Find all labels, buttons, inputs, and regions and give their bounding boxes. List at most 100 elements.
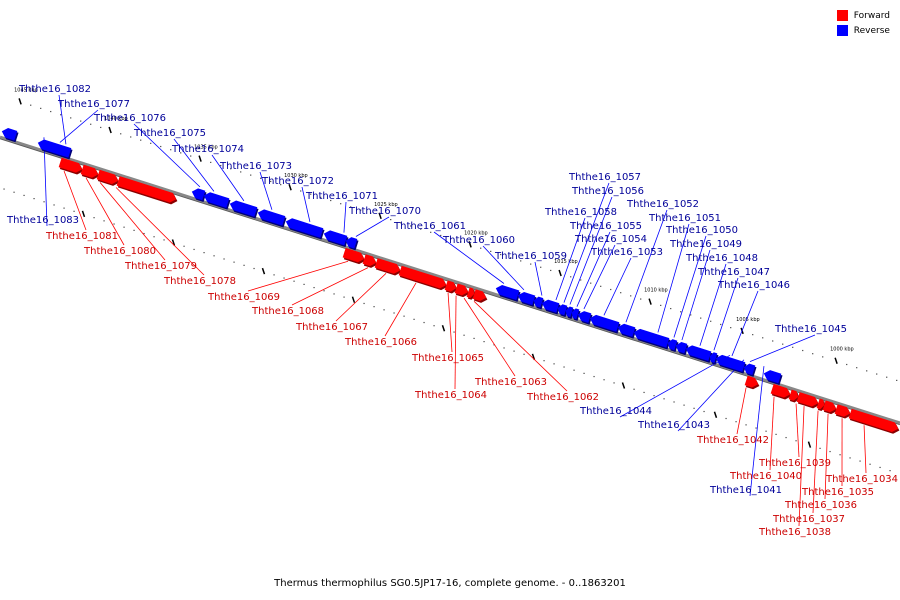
leader-ththe16-1083 <box>43 137 48 227</box>
gene-ththe16-1036[interactable] <box>822 400 838 415</box>
gene-label-ththe16-1041[interactable]: Ththe16_1041 <box>709 485 782 496</box>
gene-ththe16-1066[interactable] <box>398 265 448 291</box>
gene-ththe16-1048[interactable] <box>685 345 713 363</box>
gene-label-ththe16-1066[interactable]: Ththe16_1066 <box>344 337 417 348</box>
gene-label-ththe16-1035[interactable]: Ththe16_1035 <box>801 487 874 498</box>
gene-ththe16-1075[interactable] <box>203 192 231 210</box>
gene-ththe16-1060[interactable] <box>517 292 537 307</box>
gene-ththe16-1038[interactable] <box>796 392 820 409</box>
gene-ththe16-1069[interactable] <box>342 247 366 265</box>
gene-label-ththe16-1043[interactable]: Ththe16_1043 <box>637 420 710 431</box>
gene-label-ththe16-1083[interactable]: Ththe16_1083 <box>6 215 79 226</box>
gene-ththe16-1052[interactable] <box>617 323 637 339</box>
gene-label-ththe16-1050[interactable]: Ththe16_1050 <box>665 225 738 236</box>
gene-label-ththe16-1058[interactable]: Ththe16_1058 <box>544 207 617 218</box>
gene-ththe16-1072[interactable] <box>285 218 325 240</box>
gene-ththe16-1062[interactable] <box>472 289 488 303</box>
gene-label-ththe16-1075[interactable]: Ththe16_1075 <box>133 128 206 139</box>
gene-label-ththe16-1055[interactable]: Ththe16_1055 <box>569 221 642 232</box>
gene-ththe16-1064[interactable] <box>454 283 470 298</box>
gene-label-ththe16-1056[interactable]: Ththe16_1056 <box>571 186 644 197</box>
gene-ththe16-1076[interactable] <box>191 188 207 203</box>
gene-ththe16-1074[interactable] <box>229 200 259 219</box>
gene-ththe16-1081[interactable] <box>58 157 84 175</box>
gene-ththe16-1058[interactable] <box>541 299 561 315</box>
gene-label-ththe16-1054[interactable]: Ththe16_1054 <box>574 234 647 245</box>
gene-label-ththe16-1076[interactable]: Ththe16_1076 <box>93 113 166 124</box>
gene-label-ththe16-1073[interactable]: Ththe16_1073 <box>219 161 292 172</box>
gene-label-ththe16-1057[interactable]: Ththe16_1057 <box>568 172 641 183</box>
gene-ththe16-1053[interactable] <box>589 314 621 334</box>
gene-label-ththe16-1053[interactable]: Ththe16_1053 <box>590 247 663 258</box>
gene-label-ththe16-1078[interactable]: Ththe16_1078 <box>163 276 236 287</box>
gene-label-ththe16-1080[interactable]: Ththe16_1080 <box>83 246 156 257</box>
gene-ththe16-1078[interactable] <box>116 176 178 205</box>
gene-label-ththe16-1077[interactable]: Ththe16_1077 <box>57 99 130 110</box>
gene-labels: Ththe16_1083 Ththe16_1082 Ththe16_1081 Thth… <box>6 84 898 538</box>
gene-ththe16-1046[interactable] <box>715 354 747 374</box>
gene-label-ththe16-1037[interactable]: Ththe16_1037 <box>772 514 845 525</box>
leader-ththe16-1036 <box>824 413 829 500</box>
tick-1020: 1020 kbp <box>441 230 552 355</box>
gene-label-ththe16-1045[interactable]: Ththe16_1045 <box>774 324 847 335</box>
gene-ththe16-1057[interactable] <box>557 304 569 318</box>
gene-label-ththe16-1068[interactable]: Ththe16_1068 <box>251 306 324 317</box>
gene-ththe16-1083[interactable] <box>1 128 19 143</box>
gene-ththe16-1073[interactable] <box>257 209 287 228</box>
gene-label-ththe16-1038[interactable]: Ththe16_1038 <box>758 527 831 538</box>
gene-ththe16-1034[interactable] <box>848 408 900 434</box>
gene-label-ththe16-1061[interactable]: Ththe16_1061 <box>393 221 466 232</box>
gene-ththe16-1039[interactable] <box>788 389 800 403</box>
gene-label-ththe16-1067[interactable]: Ththe16_1067 <box>295 322 368 333</box>
gene-label-ththe16-1047[interactable]: Ththe16_1047 <box>697 267 770 278</box>
gene-ththe16-1049[interactable] <box>675 341 689 356</box>
gene-label-ththe16-1063[interactable]: Ththe16_1063 <box>474 377 547 388</box>
gene-label-ththe16-1040[interactable]: Ththe16_1040 <box>729 471 802 482</box>
gene-ththe16-1056[interactable] <box>565 306 575 319</box>
gene-label-ththe16-1060[interactable]: Ththe16_1060 <box>442 235 515 246</box>
gene-ththe16-1059[interactable] <box>533 296 545 310</box>
gene-label-ththe16-1074[interactable]: Ththe16_1074 <box>171 144 244 155</box>
gene-label-ththe16-1034[interactable]: Ththe16_1034 <box>825 474 898 485</box>
gene-ththe16-1065[interactable] <box>444 280 458 294</box>
gene-label-ththe16-1051[interactable]: Ththe16_1051 <box>648 213 721 224</box>
gene-ththe16-1079[interactable] <box>96 169 120 186</box>
gene-label-ththe16-1046[interactable]: Ththe16_1046 <box>717 280 790 291</box>
gene-label-ththe16-1072[interactable]: Ththe16_1072 <box>261 176 334 187</box>
gene-ththe16-1041[interactable] <box>763 370 783 386</box>
gene-ththe16-1050[interactable] <box>667 339 679 353</box>
gene-label-ththe16-1069[interactable]: Ththe16_1069 <box>207 292 280 303</box>
gene-label-ththe16-1044[interactable]: Ththe16_1044 <box>579 406 652 417</box>
gene-ththe16-1055[interactable] <box>571 308 581 321</box>
gene-ththe16-1071[interactable] <box>323 230 349 248</box>
gene-ththe16-1045[interactable] <box>743 363 757 377</box>
gene-label-ththe16-1064[interactable]: Ththe16_1064 <box>414 390 487 401</box>
gene-ththe16-1047[interactable] <box>709 352 719 365</box>
gene-label-ththe16-1081[interactable]: Ththe16_1081 <box>45 231 118 242</box>
gene-label-ththe16-1036[interactable]: Ththe16_1036 <box>784 500 857 511</box>
gene-label-ththe16-1052[interactable]: Ththe16_1052 <box>626 199 699 210</box>
gene-label-ththe16-1071[interactable]: Ththe16_1071 <box>305 191 378 202</box>
gene-ththe16-1054[interactable] <box>577 311 593 325</box>
gene-label-ththe16-1059[interactable]: Ththe16_1059 <box>494 251 567 262</box>
gene-ththe16-1082[interactable] <box>37 139 73 160</box>
gene-label-ththe16-1042[interactable]: Ththe16_1042 <box>696 435 769 446</box>
gene-label-ththe16-1070[interactable]: Ththe16_1070 <box>348 206 421 217</box>
gene-label-ththe16-1082[interactable]: Ththe16_1082 <box>18 84 91 95</box>
leader-ththe16-1041 <box>749 366 765 497</box>
gene-ththe16-1080[interactable] <box>80 164 100 180</box>
gene-ththe16-1040[interactable] <box>770 383 792 400</box>
gene-ththe16-1042[interactable] <box>744 375 760 390</box>
gene-ththe16-1067[interactable] <box>374 258 402 276</box>
gene-label-ththe16-1039[interactable]: Ththe16_1039 <box>758 458 831 469</box>
gene-ththe16-1061[interactable] <box>495 285 521 302</box>
gene-label-ththe16-1079[interactable]: Ththe16_1079 <box>124 261 197 272</box>
gene-ththe16-1035[interactable] <box>834 404 852 419</box>
gene-ththe16-1070[interactable] <box>345 237 359 251</box>
gene-label-ththe16-1048[interactable]: Ththe16_1048 <box>685 253 758 264</box>
gene-ththe16-1068[interactable] <box>362 254 378 268</box>
gene-label-ththe16-1049[interactable]: Ththe16_1049 <box>669 239 742 250</box>
gene-label-ththe16-1062[interactable]: Ththe16_1062 <box>526 392 599 403</box>
gene-label-ththe16-1065[interactable]: Ththe16_1065 <box>411 353 484 364</box>
gene-ththe16-1051[interactable] <box>633 328 671 350</box>
